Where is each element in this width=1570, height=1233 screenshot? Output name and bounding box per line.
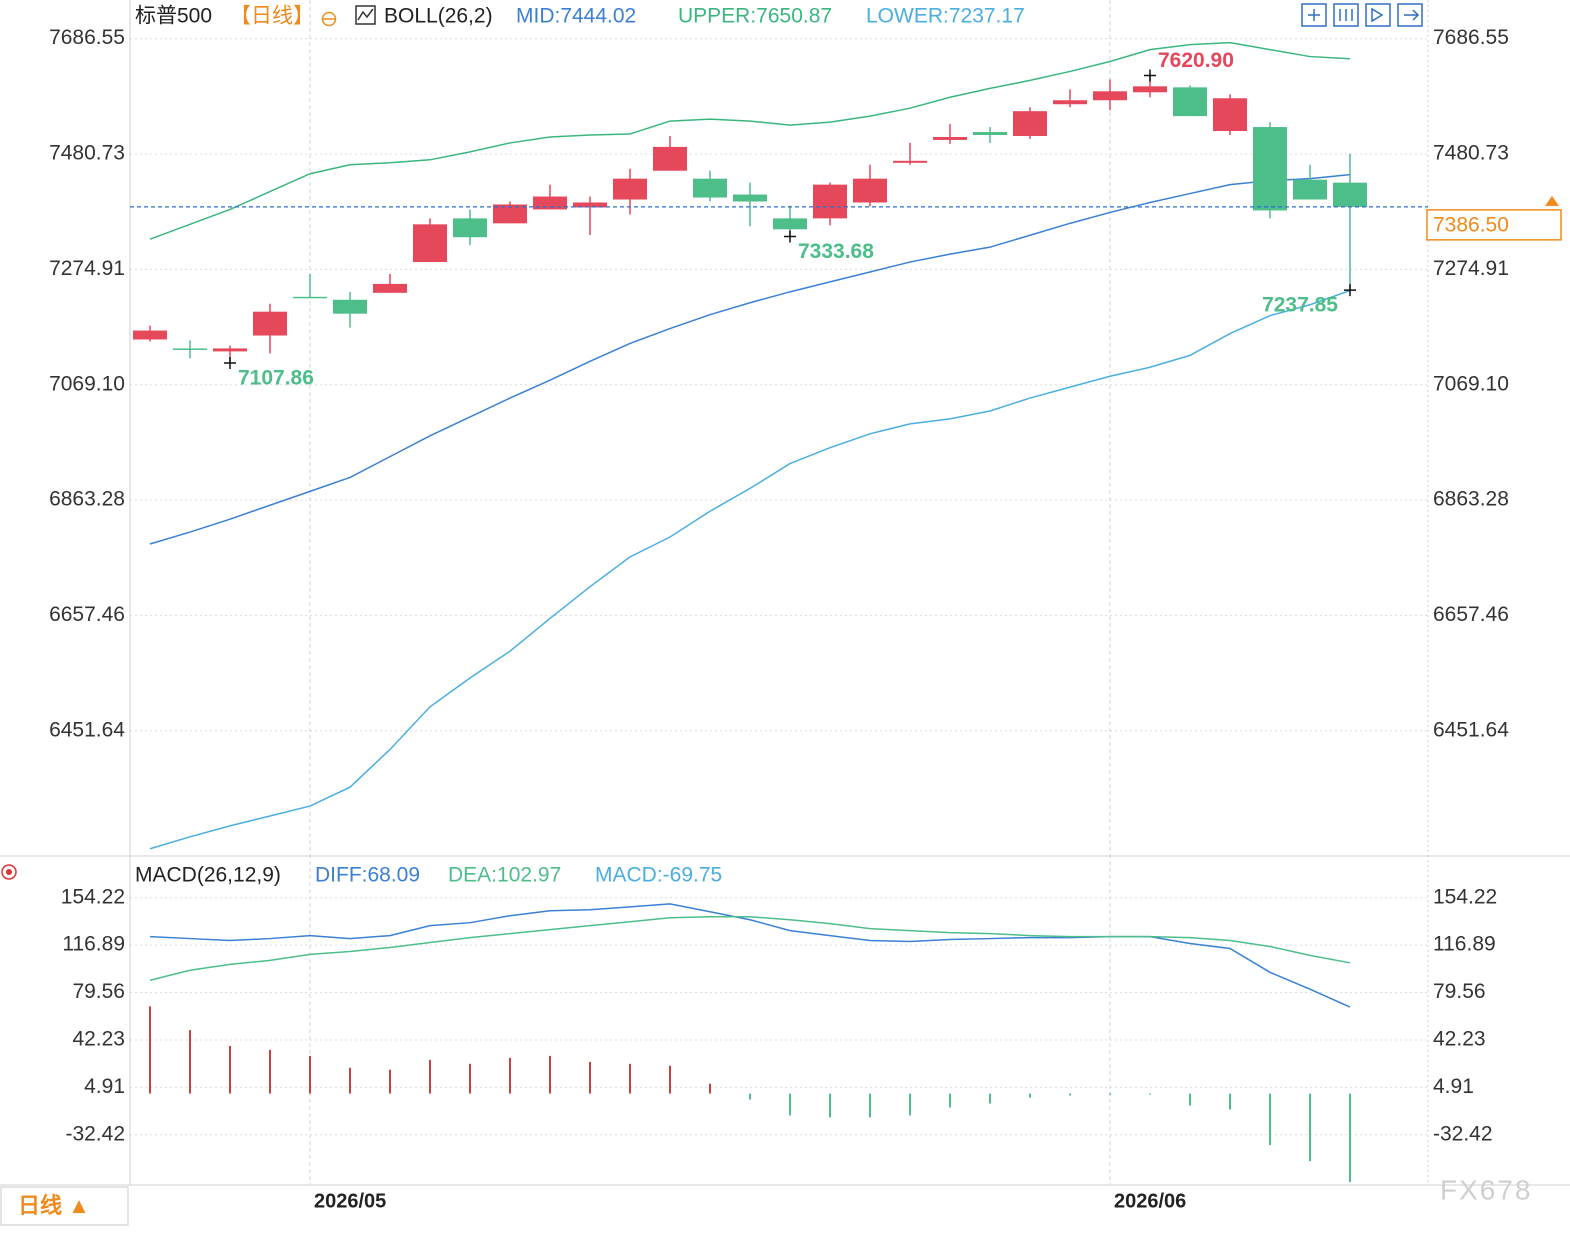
indicator-line [149, 289, 1351, 850]
indicator-icon[interactable] [355, 5, 376, 25]
candle-body [773, 218, 807, 230]
candle-body [573, 202, 607, 208]
settings-icon[interactable] [321, 11, 337, 27]
last-price-box [1426, 209, 1562, 241]
y-tick-label: 6451.64 [49, 718, 125, 741]
candle-body [333, 299, 367, 314]
y-tick-label-right: 4.91 [1433, 1075, 1474, 1098]
indicator-line [149, 173, 1351, 545]
candle-body [1253, 127, 1287, 211]
macd-icon[interactable] [1, 864, 17, 880]
y-tick-label: 6657.46 [49, 603, 125, 626]
period-label: 【日线】 [230, 5, 314, 28]
extreme-marker [1344, 284, 1356, 297]
legend-entry: UPPER:7650.87 [678, 5, 832, 28]
candle-body [253, 311, 287, 336]
y-tick-label: 42.23 [72, 1027, 125, 1050]
extreme-label: 7237.85 [1262, 294, 1338, 317]
y-tick-label-right: 116.89 [1433, 933, 1496, 956]
period-button-label[interactable]: 日线 ▲ [18, 1193, 90, 1218]
y-tick-label: 116.89 [62, 933, 125, 956]
y-tick-label-right: -32.42 [1433, 1122, 1493, 1145]
extreme-marker [1144, 69, 1156, 82]
candle-body [373, 283, 407, 293]
y-tick-label: 7069.10 [49, 372, 125, 395]
candle-body [493, 204, 527, 224]
candle-body [1013, 111, 1047, 136]
candle-body [893, 160, 927, 163]
last-price-label: 7386.50 [1433, 213, 1509, 236]
y-tick-label-right: 7274.91 [1433, 257, 1509, 280]
extreme-label: 7620.90 [1158, 49, 1234, 72]
candle-body [733, 194, 767, 202]
period-button[interactable] [0, 1186, 129, 1226]
y-tick-label-right: 79.56 [1433, 980, 1486, 1003]
extreme-marker [784, 230, 796, 243]
extreme-marker [224, 357, 236, 370]
y-tick-label-right: 154.22 [1433, 885, 1497, 908]
indicator-line [149, 41, 1351, 240]
chart-title: 标普500 [135, 5, 212, 28]
extreme-label: 7107.86 [238, 367, 314, 390]
candle-body [933, 136, 967, 140]
marks: 6451.64 6451.64 6657.46 6657.46 6863.28 6863.… [49, 5, 1562, 1212]
y-tick-label: -32.42 [65, 1122, 125, 1145]
candle-body [1213, 98, 1247, 132]
candle-body [453, 218, 487, 238]
y-tick-label-right: 7480.73 [1433, 142, 1509, 165]
y-tick-label-right: 6451.64 [1433, 718, 1509, 741]
y-tick-label: 4.91 [84, 1075, 125, 1098]
tool-button[interactable] [1365, 3, 1391, 27]
candle-body [1133, 86, 1167, 93]
y-tick-label: 7274.91 [49, 257, 125, 280]
indicator-line [149, 915, 1351, 981]
extreme-label: 7333.68 [798, 240, 874, 263]
x-tick-label: 2026/06 [1114, 1190, 1186, 1212]
candle-body [693, 178, 727, 198]
legend-entry: LOWER:7237.17 [866, 5, 1025, 28]
candle-body [613, 178, 647, 200]
grid-layer [130, 0, 1428, 1185]
legend-entry: DIFF:68.09 [315, 864, 420, 887]
legend-entry: DEA:102.97 [448, 864, 561, 887]
legend-entry: MID:7444.02 [516, 5, 636, 28]
x-tick-label: 2026/05 [314, 1190, 386, 1212]
candle-body [293, 296, 327, 299]
candle-body [133, 330, 167, 340]
y-tick-label-right: 42.23 [1433, 1027, 1486, 1050]
legend-entry: MACD:-69.75 [595, 864, 722, 887]
candle-body [813, 184, 847, 219]
candle-body [1093, 91, 1127, 101]
y-tick-label-right: 7686.55 [1433, 26, 1509, 49]
candle-body [1053, 100, 1087, 105]
candle-body [1293, 179, 1327, 200]
y-tick-label: 79.56 [72, 980, 125, 1003]
y-tick-label: 6863.28 [49, 488, 125, 511]
y-tick-label: 154.22 [61, 885, 125, 908]
y-tick-label: 7686.55 [49, 26, 125, 49]
last-price-marker [1545, 195, 1559, 206]
toolbar [1301, 3, 1423, 27]
y-tick-label-right: 6863.28 [1433, 488, 1509, 511]
macd-title: MACD(26,12,9) [135, 864, 281, 887]
indicator-label: BOLL(26,2) [384, 5, 493, 28]
candle-body [173, 348, 207, 350]
y-tick-label-right: 7069.10 [1433, 372, 1509, 395]
watermark: FX678 [1440, 1174, 1533, 1205]
candle-body [413, 224, 447, 263]
y-tick-label: 7480.73 [49, 142, 125, 165]
candle-body [1333, 182, 1367, 207]
candle-body [213, 348, 247, 352]
candle-body [1173, 87, 1207, 117]
candle-body [973, 132, 1007, 135]
candle-body [653, 146, 687, 171]
candle-body [853, 178, 887, 203]
y-tick-label-right: 6657.46 [1433, 603, 1509, 626]
